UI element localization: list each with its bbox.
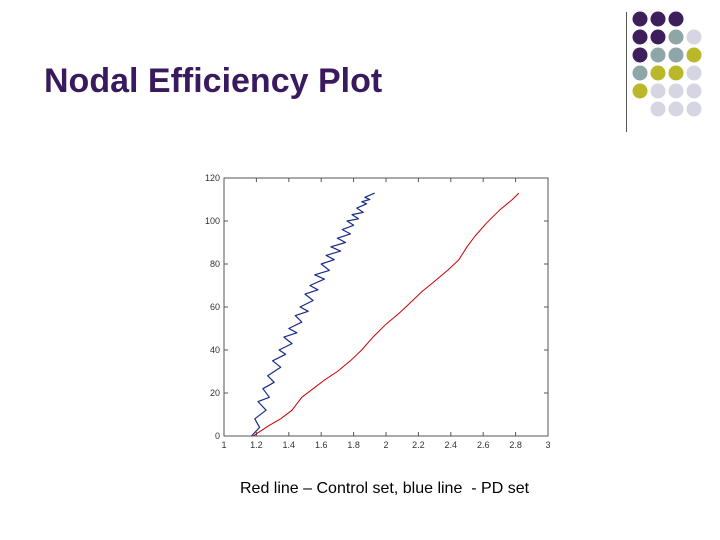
decor-dot [632, 11, 648, 27]
x-tick-label: 2.6 [477, 440, 490, 450]
slide-title: Nodal Efficiency Plot [44, 62, 383, 100]
y-tick-label: 60 [210, 302, 220, 312]
decor-dot [668, 29, 684, 45]
decor-dot [686, 83, 702, 99]
decor-dot [650, 101, 666, 117]
y-tick-label: 100 [205, 216, 220, 226]
x-tick-label: 2.4 [445, 440, 458, 450]
x-tick-label: 1.6 [315, 440, 328, 450]
decor-dot [686, 65, 702, 81]
y-tick-label: 0 [215, 431, 220, 441]
decor-dot [668, 65, 684, 81]
x-tick-label: 3 [545, 440, 550, 450]
decor-dot [650, 29, 666, 45]
y-tick-label: 40 [210, 345, 220, 355]
decor-dot [686, 29, 702, 45]
decor-dot [650, 83, 666, 99]
x-tick-label: 2 [383, 440, 388, 450]
decor-divider [626, 12, 627, 132]
decor-dot [632, 29, 648, 45]
decor-dot [668, 101, 684, 117]
x-tick-label: 1.2 [250, 440, 263, 450]
plot-frame [223, 177, 549, 437]
y-tick-label: 120 [205, 173, 220, 183]
decor-dot [668, 11, 684, 27]
control-set-line [252, 192, 520, 437]
x-tick-label: 2.8 [509, 440, 522, 450]
decor-dot [686, 101, 702, 117]
decor-dot [632, 47, 648, 63]
decor-dot [632, 65, 648, 81]
x-tick-label: 2.2 [412, 440, 425, 450]
y-tick-label: 20 [210, 388, 220, 398]
decor-dot [650, 65, 666, 81]
x-tick-label: 1.8 [347, 440, 360, 450]
decor-dot [668, 47, 684, 63]
efficiency-chart: 1 1.2 1.4 1.6 1.8 2 2.2 2.4 2.6 2.8 3 0 20 40 60 80 100 1… [205, 173, 551, 450]
pd-set-line [251, 192, 375, 437]
y-tick-label: 80 [210, 259, 220, 269]
decor-dot-grid [632, 11, 702, 117]
decor-dot [686, 47, 702, 63]
chart-caption: Red line – Control set, blue line - PD s… [240, 480, 530, 497]
decor-dot [668, 83, 684, 99]
decor-dot [650, 47, 666, 63]
decor-dot [650, 11, 666, 27]
x-tick-label: 1 [221, 440, 226, 450]
x-tick-label: 1.4 [283, 440, 296, 450]
decor-dot [632, 83, 648, 99]
